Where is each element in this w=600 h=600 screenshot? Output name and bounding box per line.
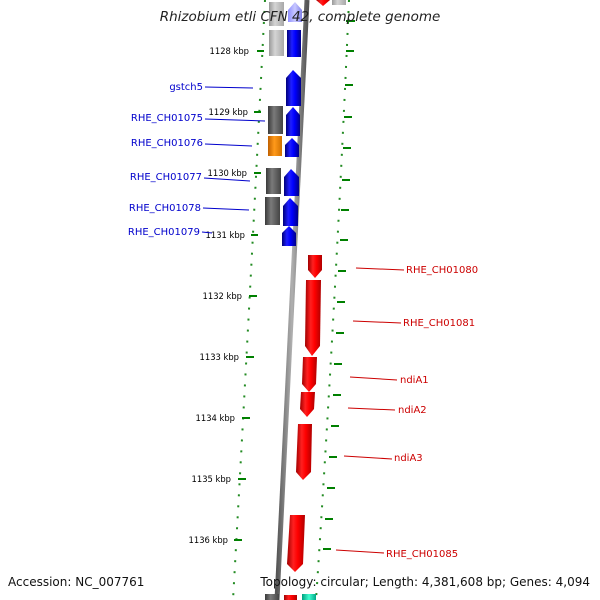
gene-label-rhe-ch01077[interactable]: RHE_CH01077	[130, 172, 251, 183]
gene-label-rhe-ch01085[interactable]: RHE_CH01085	[335, 549, 458, 560]
gene-label-rhe-ch01081[interactable]: RHE_CH01081	[352, 318, 475, 329]
gene-label-text: RHE_CH01080	[406, 265, 478, 276]
tick-1130: 1130 kbp	[208, 168, 261, 178]
tick-1128: 1128 kbp	[210, 46, 264, 56]
gene-label-text: RHE_CH01078	[129, 203, 201, 214]
gene-label-text: RHE_CH01081	[403, 318, 475, 329]
gene-label-rhe-ch01076[interactable]: RHE_CH01076	[131, 138, 253, 149]
gene-label-rhe-ch01079[interactable]: RHE_CH01079	[128, 227, 213, 238]
gene-label-text: RHE_CH01075	[131, 113, 203, 124]
tick-label: 1129 kbp	[209, 107, 248, 117]
inner-dotted-ring	[315, 0, 350, 600]
gene-label-text: RHE_CH01085	[386, 549, 458, 560]
tick-label: 1134 kbp	[196, 413, 235, 423]
gene-label-text: ndiA3	[394, 453, 423, 464]
forward-gene-arrows	[282, 2, 302, 246]
gene-label-rhe-ch01080[interactable]: RHE_CH01080	[355, 265, 478, 276]
gene-label-ndia3[interactable]: ndiA3	[343, 453, 423, 464]
tick-label: 1130 kbp	[208, 168, 247, 178]
teal-feature	[302, 594, 316, 600]
coordinate-ticks: 1128 kbp 1129 kbp 1130 kbp 1131 kbp 1132…	[189, 46, 264, 545]
tick-1132: 1132 kbp	[203, 291, 257, 301]
tick-label: 1131 kbp	[206, 230, 245, 240]
tick-label: 1133 kbp	[200, 352, 239, 362]
tick-1136: 1136 kbp	[189, 535, 242, 545]
gene-label-text: ndiA1	[400, 375, 429, 386]
gene-label-text: RHE_CH01079	[128, 227, 200, 238]
tick-label: 1128 kbp	[210, 46, 249, 56]
gc-box-top	[332, 0, 346, 5]
gene-label-text: gstch5	[169, 82, 203, 93]
genome-backbone	[274, 0, 310, 600]
gene-label-text: RHE_CH01076	[131, 138, 203, 149]
tick-1129: 1129 kbp	[209, 107, 261, 117]
gene-label-ndia2[interactable]: ndiA2	[347, 405, 427, 416]
gene-label-rhe-ch01075[interactable]: RHE_CH01075	[131, 113, 266, 124]
tick-label: 1135 kbp	[192, 474, 231, 484]
tick-1131: 1131 kbp	[206, 230, 258, 240]
gene-label-gstch5[interactable]: gstch5	[169, 82, 254, 93]
gene-label-text: ndiA2	[398, 405, 427, 416]
tick-1134: 1134 kbp	[196, 413, 250, 423]
gene-label-ndia1[interactable]: ndiA1	[349, 375, 429, 386]
gc-box-bottom	[265, 594, 279, 600]
accession-text: Accession: NC_007761	[8, 575, 145, 589]
gene-label-text: RHE_CH01077	[130, 172, 202, 183]
reverse-gene-arrows	[284, 255, 322, 600]
tick-label: 1136 kbp	[189, 535, 228, 545]
forward-gene-labels: gstch5 RHE_CH01075 RHE_CH01076 RHE_CH010…	[128, 82, 266, 238]
gene-label-rhe-ch01078[interactable]: RHE_CH01078	[129, 203, 250, 214]
topology-text: Topology: circular; Length: 4,381,608 bp…	[260, 575, 590, 589]
inner-ring-tick-marks	[323, 20, 355, 550]
tick-1133: 1133 kbp	[200, 352, 254, 362]
reverse-gene-partial-top	[316, 0, 330, 6]
reverse-gene-labels: RHE_CH01080 RHE_CH01081 ndiA1 ndiA2 ndiA…	[335, 265, 478, 560]
gc-content-boxes	[265, 2, 284, 225]
map-title: Rhizobium etli CFN 42, complete genome	[159, 9, 441, 25]
tick-1135: 1135 kbp	[192, 474, 246, 484]
tick-label: 1132 kbp	[203, 291, 242, 301]
